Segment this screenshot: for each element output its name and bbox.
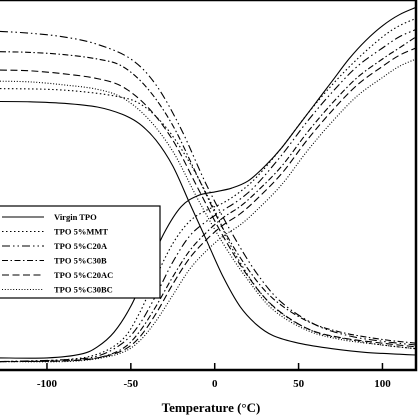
- x-tick-label: 0: [212, 378, 218, 390]
- x-tick-label: -50: [124, 378, 139, 390]
- legend-label: TPO 5%MMT: [54, 227, 108, 237]
- x-axis-title: Temperature (°C): [162, 400, 261, 415]
- x-tick-label: -100: [37, 378, 58, 390]
- plot-area-border: [0, 0, 418, 372]
- series-tpo-5-c30b-tan-delta-line: [0, 36, 417, 363]
- series-tpo-5-c20ac-tan-delta-line: [0, 47, 417, 363]
- x-tick-label: 50: [293, 378, 305, 390]
- curves: [0, 6, 417, 363]
- x-tick-label: 100: [374, 378, 391, 390]
- series-tpo-5-c30b-modulus-line: [0, 51, 417, 344]
- series-tpo-5-c30bc-tan-delta-line: [0, 58, 417, 363]
- legend-label: Virgin TPO: [54, 212, 97, 222]
- legend-label: TPO 5%C30B: [54, 256, 107, 266]
- x-ticks: -100 -50 0 50 100: [37, 363, 391, 390]
- series-tpo-5-c30bc-modulus-line: [0, 80, 417, 350]
- legend: Virgin TPO TPO 5%MMT TPO 5%C20A TPO 5%C30B T…: [0, 205, 161, 299]
- series-tpo-5-c20a-tan-delta-line: [0, 28, 417, 363]
- legend-label: TPO 5%C20A: [54, 241, 108, 251]
- legend-box: [0, 205, 161, 299]
- legend-label: TPO 5%C30BC: [54, 285, 113, 295]
- series-tpo-5-mmt-tan-delta-line: [0, 17, 417, 363]
- legend-label: TPO 5%C20AC: [54, 270, 113, 280]
- series-virgin-tpo-tan-delta-line: [0, 6, 417, 359]
- legend-items: Virgin TPO TPO 5%MMT TPO 5%C20A TPO 5%C30B T…: [2, 212, 113, 295]
- series-tpo-5-c20a-modulus-line: [0, 30, 417, 346]
- series-tpo-5-c20ac-modulus-line: [0, 69, 417, 348]
